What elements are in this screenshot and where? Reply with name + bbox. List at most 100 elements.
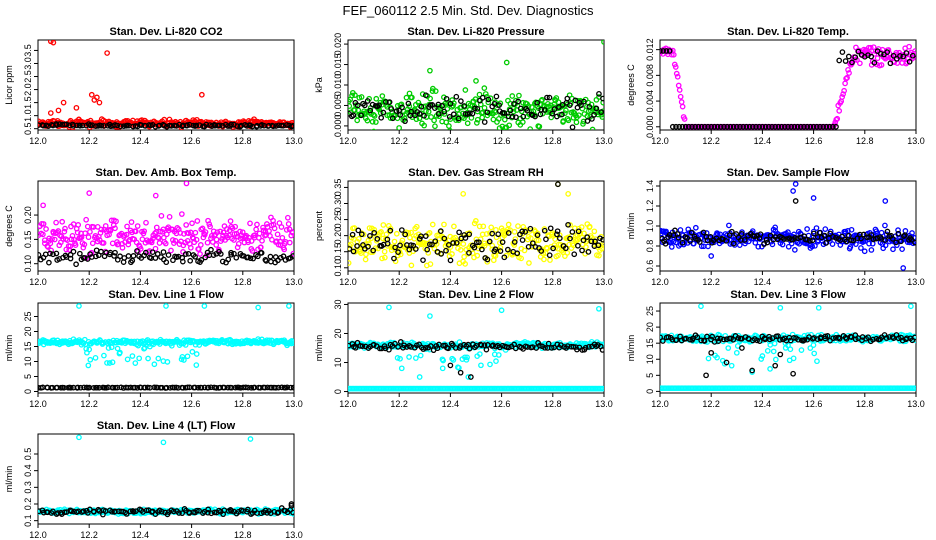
data-point	[405, 100, 412, 107]
data-point	[474, 252, 481, 259]
data-point	[499, 239, 506, 245]
data-point	[423, 108, 429, 114]
data-point	[581, 98, 587, 105]
data-point	[714, 123, 721, 130]
data-point	[525, 243, 532, 250]
y-tick-label: 0	[333, 389, 343, 394]
data-point	[40, 202, 46, 209]
y-tick-label: 0.30	[333, 195, 343, 213]
data-point	[871, 59, 878, 66]
plot-frame	[659, 180, 917, 272]
data-point	[599, 114, 604, 120]
data-point	[242, 384, 249, 391]
data-point	[894, 242, 900, 249]
data-point	[383, 231, 390, 238]
data-point	[589, 126, 596, 130]
data-point	[717, 123, 724, 130]
data-point	[507, 107, 514, 114]
data-point	[274, 231, 281, 238]
data-point	[826, 123, 833, 130]
x-tick-label: 12.2	[80, 399, 98, 409]
data-point	[579, 247, 585, 254]
data-point	[672, 227, 678, 234]
y-tick-label: 1.0	[645, 220, 655, 233]
data-point	[50, 230, 57, 236]
data-point	[367, 107, 374, 114]
data-point	[562, 245, 569, 252]
data-point	[479, 246, 485, 253]
data-point	[511, 239, 518, 245]
data-point	[427, 261, 434, 267]
data-point	[199, 225, 206, 232]
data-point	[544, 94, 550, 101]
data-point	[751, 233, 758, 240]
data-point	[871, 51, 878, 57]
data-point	[225, 384, 231, 391]
data-point	[228, 251, 235, 258]
points-layer	[38, 303, 294, 391]
data-point	[245, 384, 251, 391]
y-tick-label: 2.5	[23, 70, 33, 83]
data-point	[348, 260, 352, 266]
x-tick-label: 12.4	[132, 530, 150, 540]
x-tick-label: 12.6	[183, 277, 201, 287]
data-point	[431, 117, 437, 124]
data-point	[393, 108, 400, 114]
data-point	[756, 338, 763, 344]
data-point	[352, 92, 358, 98]
data-point	[707, 234, 714, 240]
data-point	[79, 122, 86, 129]
y-tick-label: 20	[333, 328, 343, 338]
data-point	[726, 222, 732, 229]
data-point	[714, 354, 720, 361]
data-point	[505, 344, 512, 351]
data-point	[578, 102, 584, 109]
data-point	[412, 355, 419, 361]
data-point	[198, 257, 205, 263]
x-tick-label: 12.0	[339, 399, 357, 409]
data-point	[398, 227, 405, 233]
data-point	[155, 234, 161, 241]
data-point	[286, 303, 292, 309]
data-point	[380, 222, 387, 228]
data-point	[235, 241, 242, 247]
data-point	[350, 248, 357, 255]
data-point	[754, 337, 760, 344]
data-point	[766, 336, 773, 343]
data-point	[868, 53, 875, 60]
data-point	[427, 313, 433, 319]
data-point	[493, 358, 499, 364]
data-point	[836, 335, 843, 342]
panel-title: Stan. Dev. Gas Stream RH	[408, 167, 544, 179]
data-point	[591, 112, 597, 118]
data-point	[770, 348, 777, 355]
data-point	[179, 258, 186, 265]
data-point	[660, 338, 666, 344]
data-point	[142, 249, 149, 256]
data-point	[724, 123, 731, 130]
data-point	[349, 231, 356, 238]
data-point	[813, 225, 820, 231]
data-point	[486, 238, 493, 245]
data-point	[441, 108, 448, 115]
data-point	[493, 93, 500, 100]
data-point	[152, 245, 159, 252]
data-point	[406, 354, 412, 360]
data-point	[362, 256, 369, 263]
data-point	[733, 349, 740, 356]
data-point	[553, 95, 560, 101]
data-point	[583, 244, 589, 250]
data-point	[417, 352, 424, 359]
data-point	[220, 229, 227, 236]
data-point	[675, 234, 682, 241]
data-point	[156, 240, 163, 246]
data-point	[419, 91, 426, 97]
data-point	[811, 350, 818, 357]
y-axis-label: ml/min	[4, 335, 14, 362]
data-point	[46, 235, 52, 242]
data-point	[495, 352, 502, 358]
data-point	[532, 113, 538, 120]
data-point	[38, 252, 42, 258]
data-point	[370, 247, 377, 254]
